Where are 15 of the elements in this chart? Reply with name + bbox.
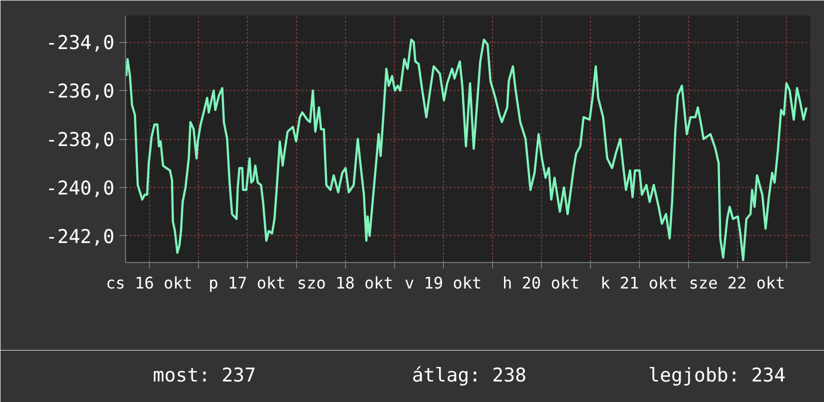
- x-tick-label: v 19 okt: [404, 274, 482, 292]
- x-tick-label: cs 16 okt: [106, 274, 193, 292]
- x-tick-label: sze 22 okt: [688, 274, 786, 292]
- y-tick-label: -236,0: [46, 80, 115, 103]
- x-tick-label: szo 18 okt: [296, 274, 394, 292]
- y-tick-label: -242,0: [46, 226, 115, 248]
- y-tick-label: -238,0: [46, 129, 115, 151]
- text: átlag: 238: [412, 364, 526, 386]
- text: most: 237: [152, 364, 256, 386]
- y-tick-label: -234,0: [46, 32, 115, 54]
- y-tick-label: -240,0: [46, 177, 115, 200]
- x-tick-label: h 20 okt: [502, 274, 580, 292]
- text: legjobb: 234: [648, 364, 786, 386]
- x-tick-label: p 17 okt: [208, 274, 286, 292]
- x-tick-label: k 21 okt: [600, 274, 678, 292]
